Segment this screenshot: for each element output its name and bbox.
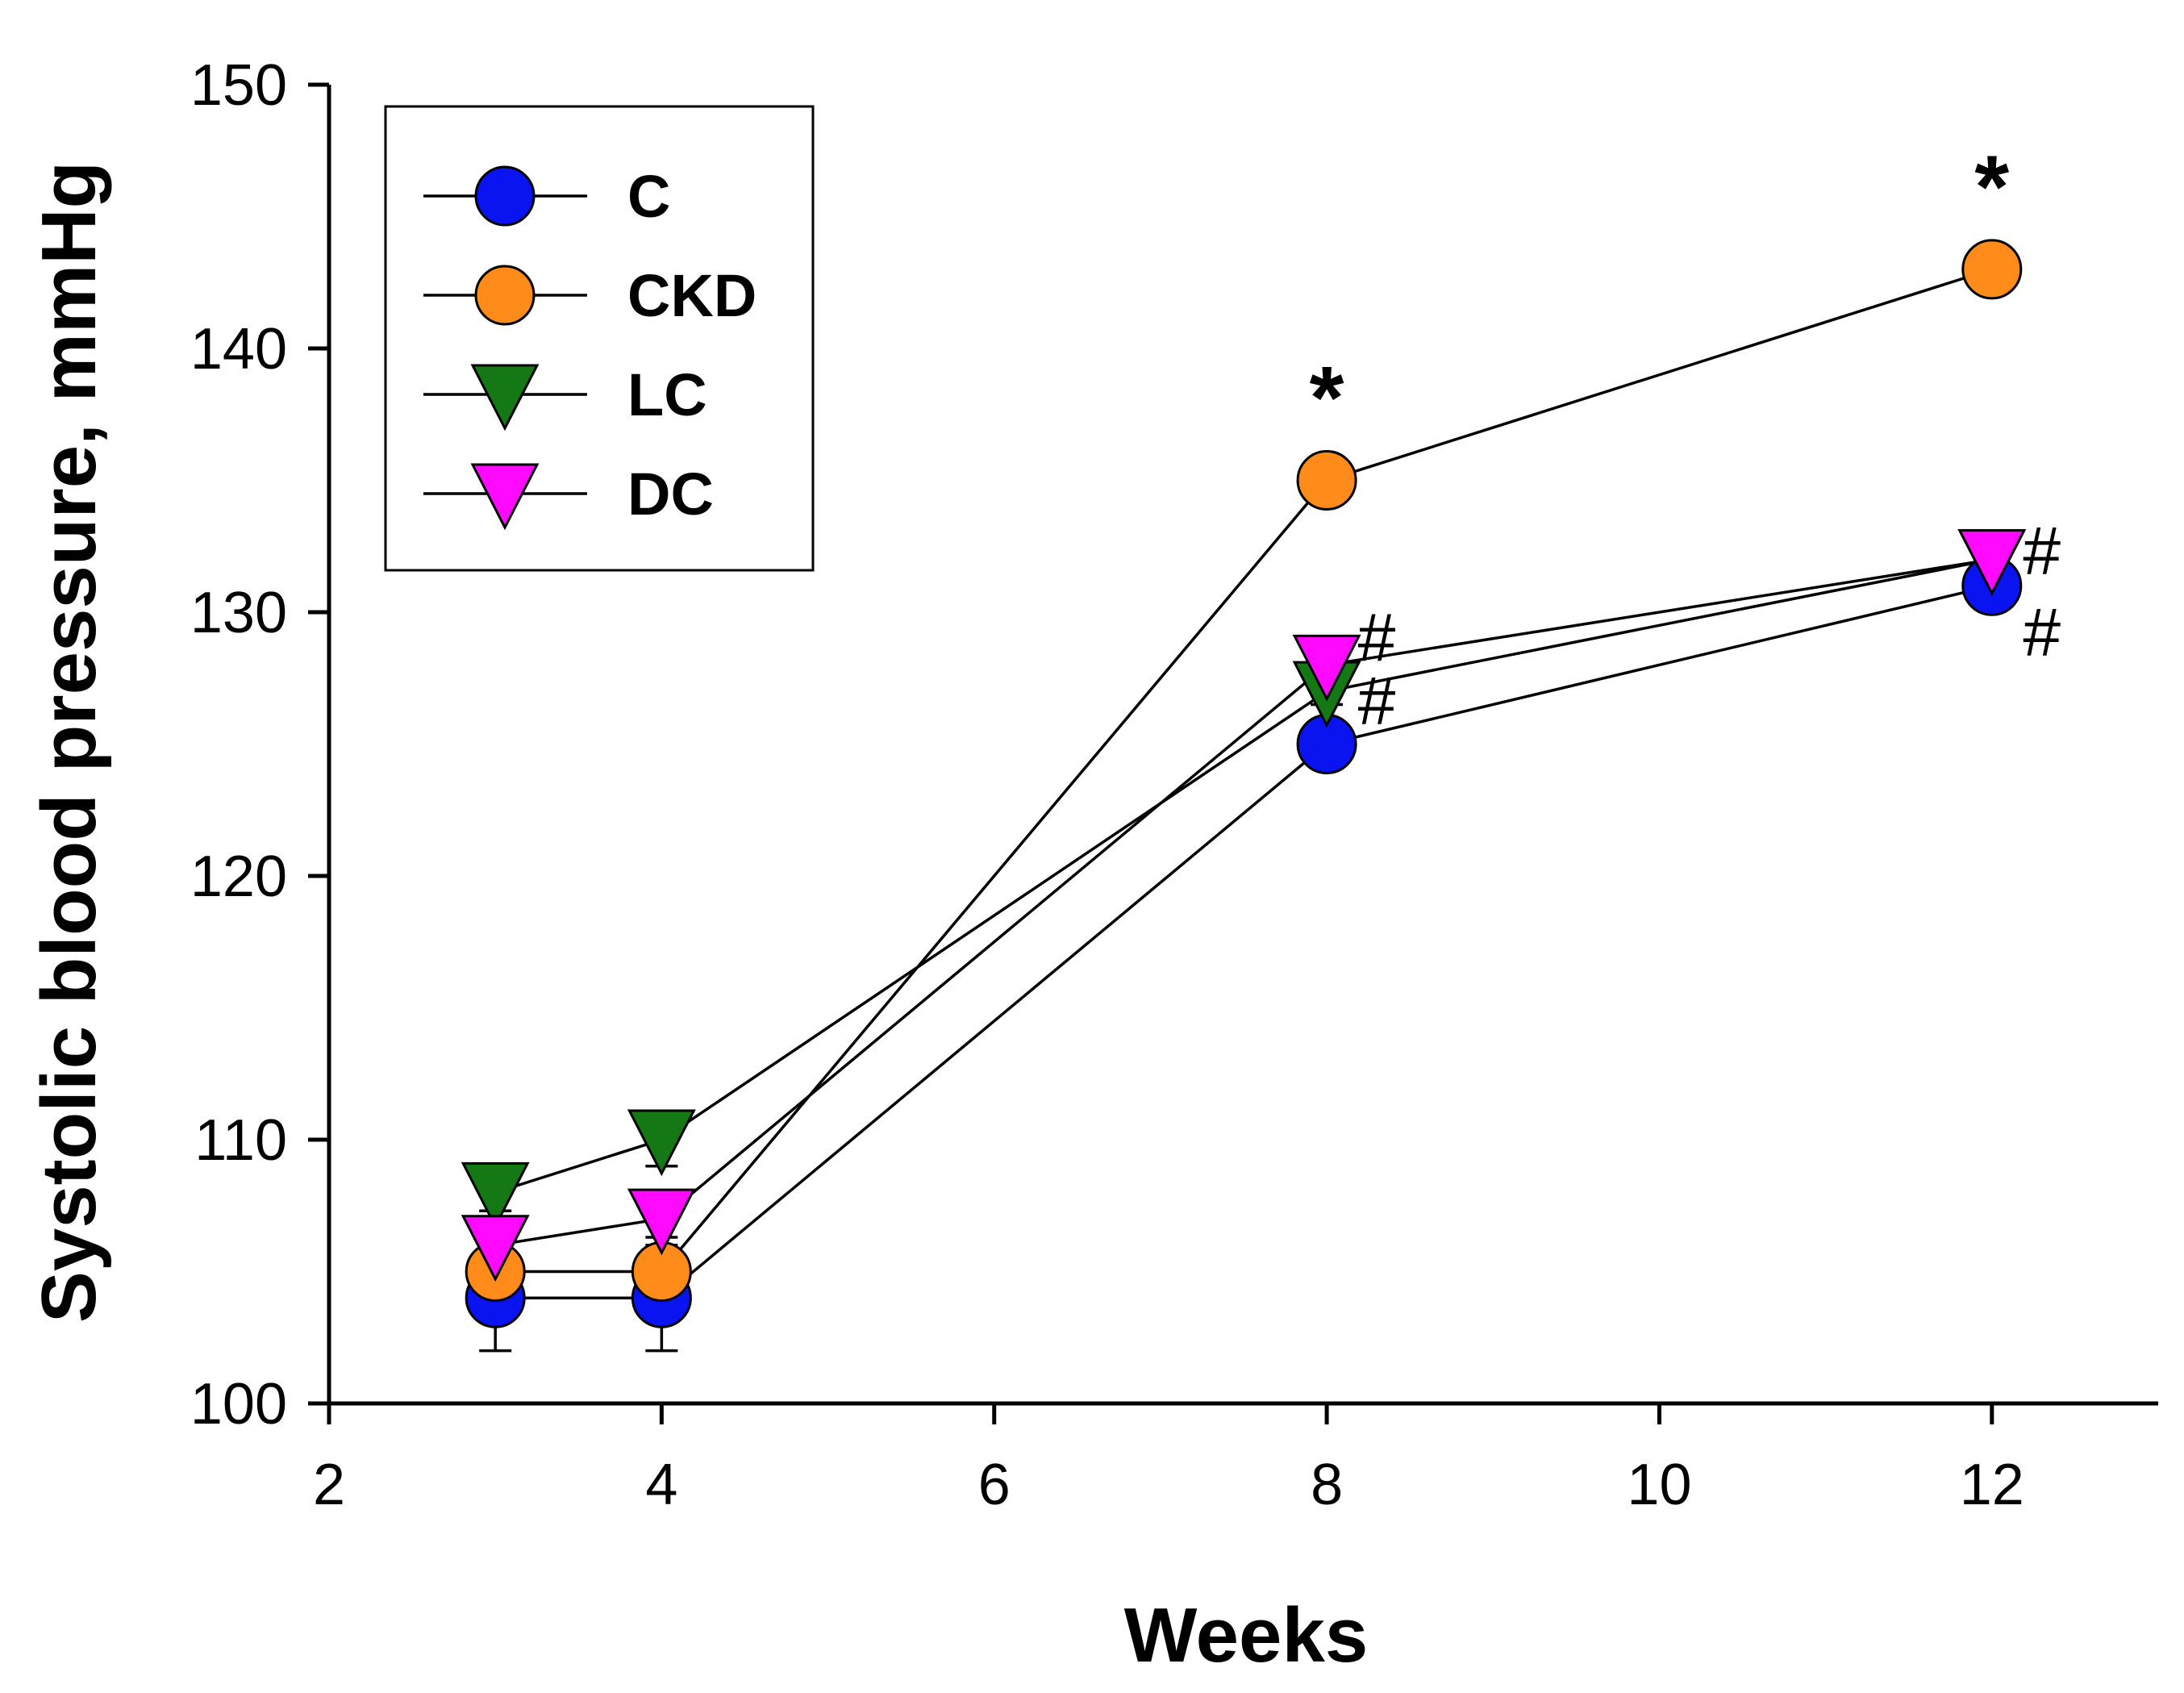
x-tick-label-4: 4 xyxy=(645,1453,677,1517)
annotation-hash-2: # xyxy=(1358,600,1396,676)
y-tick-label-110: 110 xyxy=(194,1108,287,1173)
point-ckd-week-12 xyxy=(1961,239,2023,300)
axes: 2 4 6 8 10 12 100 110 120 130 140 150 xyxy=(190,53,2158,1517)
legend-marker-lc xyxy=(470,364,540,432)
point-dc-week-12 xyxy=(1957,529,2027,596)
x-tick-label-6: 6 xyxy=(978,1453,1011,1517)
series-line-dc xyxy=(494,557,1993,1247)
x-tick-label-10: 10 xyxy=(1627,1453,1691,1517)
x-tick-label-8: 8 xyxy=(1311,1453,1343,1517)
series-line-lc xyxy=(494,557,1993,1195)
y-tick-label-140: 140 xyxy=(190,317,287,382)
point-dc-week-3 xyxy=(461,1215,530,1282)
annotation-hash-5: # xyxy=(2023,594,2061,670)
legend-label-ckd: CKD xyxy=(627,262,756,329)
series-line-ckd xyxy=(495,268,1993,1274)
legend-marker-dc xyxy=(470,463,540,531)
data-markers xyxy=(461,239,2027,1328)
x-tick-label-2: 2 xyxy=(313,1453,345,1517)
legend-label-c: C xyxy=(627,163,670,230)
series-line-c xyxy=(495,584,1993,1299)
point-lc-week-3 xyxy=(461,1161,530,1229)
y-axis-title: Systolic blood pressure, mmHg xyxy=(26,161,112,1323)
x-axis-title: Weeks xyxy=(1124,1592,1368,1678)
series-lines xyxy=(494,268,1993,1299)
legend-marker-ckd xyxy=(474,265,536,326)
annotation-star-1: * xyxy=(1974,137,2009,236)
y-tick-label-100: 100 xyxy=(190,1372,287,1437)
y-tick-label-150: 150 xyxy=(190,53,287,118)
legend: C CKD LC DC xyxy=(384,105,815,572)
significance-annotations: **#### xyxy=(1310,137,2061,739)
x-tick-label-12: 12 xyxy=(1960,1453,2024,1517)
point-lc-week-4 xyxy=(627,1109,696,1177)
y-tick-label-130: 130 xyxy=(190,581,287,645)
annotation-hash-4: # xyxy=(2023,513,2061,589)
y-tick-label-120: 120 xyxy=(190,844,287,909)
point-dc-week-4 xyxy=(627,1188,696,1256)
legend-label-dc: DC xyxy=(627,461,714,527)
point-ckd-week-8 xyxy=(1296,450,1357,511)
legend-label-lc: LC xyxy=(627,361,707,428)
annotation-hash-3: # xyxy=(1358,663,1396,739)
annotation-star-0: * xyxy=(1310,348,1344,448)
legend-box xyxy=(384,105,815,572)
legend-marker-c xyxy=(474,165,536,227)
point-dc-week-8 xyxy=(1292,634,1361,702)
